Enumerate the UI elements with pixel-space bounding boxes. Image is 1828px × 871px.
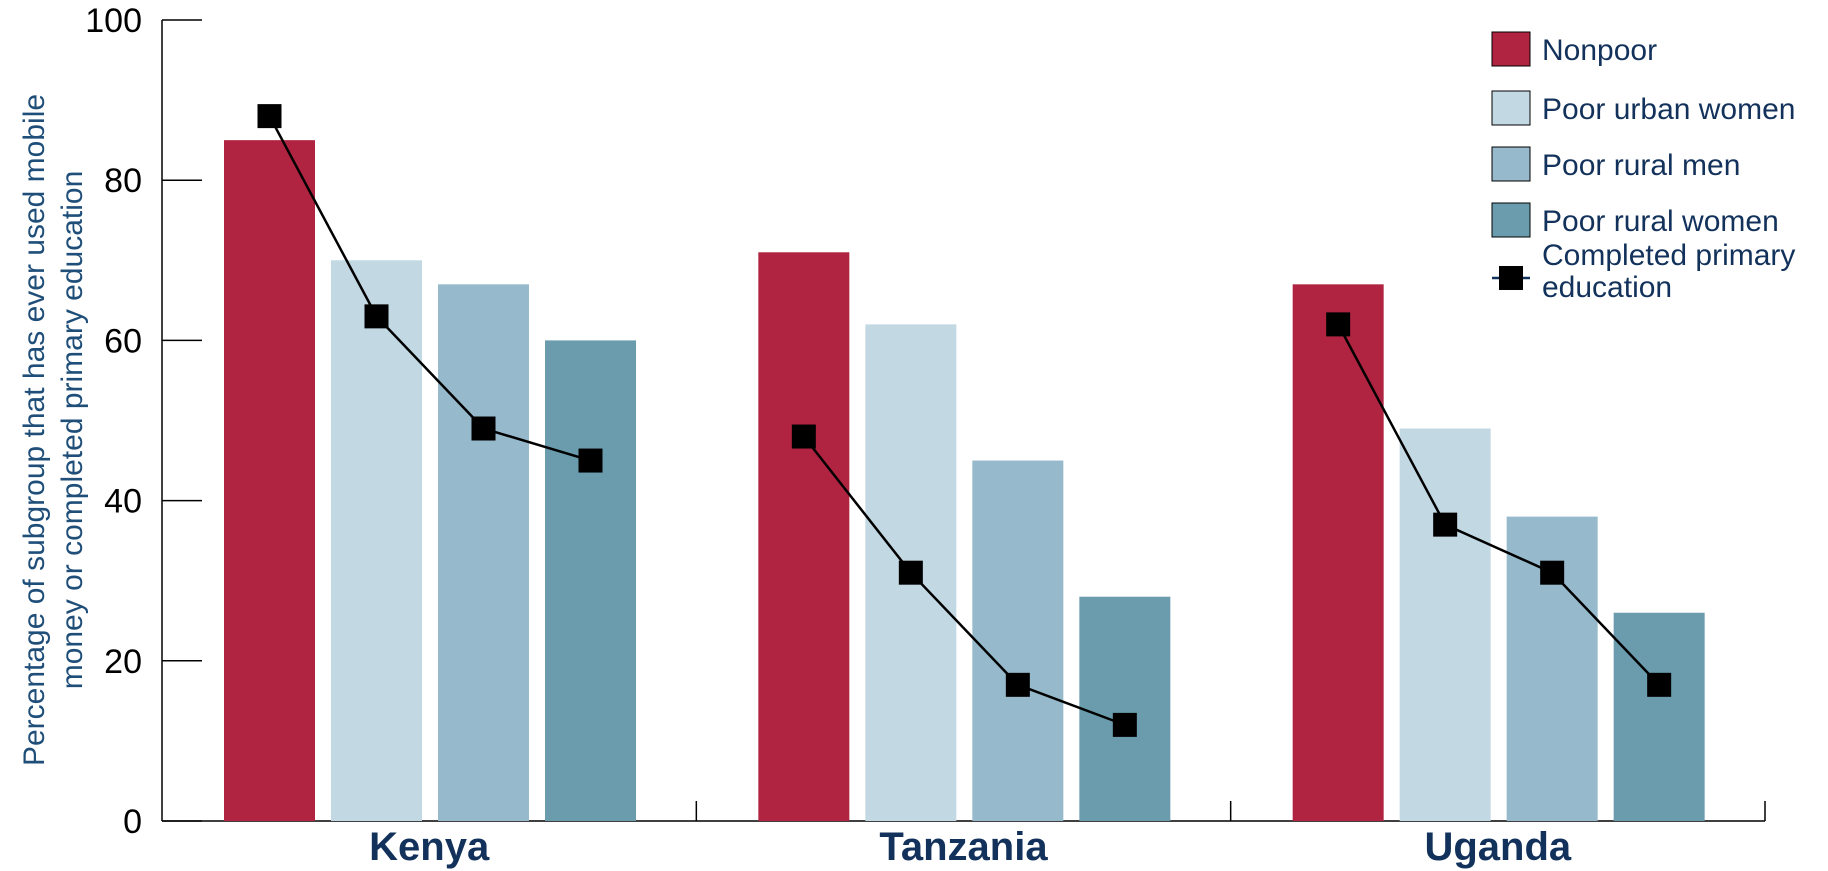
line-marker — [364, 304, 389, 329]
bar — [972, 460, 1064, 821]
line-marker — [1647, 672, 1672, 697]
y-tick-label: 60 — [104, 322, 142, 360]
line-marker — [257, 104, 282, 129]
legend-swatch — [1491, 146, 1531, 182]
line-marker — [1326, 312, 1351, 337]
y-tick-label: 0 — [123, 803, 142, 841]
bar — [438, 284, 529, 822]
y-axis-title-line: money or completed primary education — [56, 171, 89, 690]
line-marker — [578, 448, 603, 473]
y-axis-title-line: Percentage of subgroup that has ever use… — [18, 94, 51, 766]
bar — [545, 340, 636, 821]
legend-label: Poor urban women — [1542, 93, 1795, 126]
bar — [758, 252, 850, 822]
category-label: Uganda — [1424, 825, 1571, 869]
legend-swatch — [1491, 202, 1531, 238]
bar — [1292, 284, 1384, 822]
axes: 0 20 40 60 80 100 Percentage of subgroup that … — [18, 2, 1766, 869]
bar — [331, 260, 422, 821]
y-tick-label: 100 — [85, 2, 142, 40]
legend-swatch — [1491, 31, 1531, 67]
line-marker — [1005, 672, 1030, 697]
legend-label: Poor rural men — [1542, 149, 1740, 182]
primary-education-lines — [257, 104, 1672, 737]
legend-label: Nonpoor — [1542, 34, 1657, 67]
line-marker — [1112, 712, 1137, 737]
legend: Nonpoor Poor urban women Poor rural men Poo… — [1491, 31, 1795, 304]
legend-swatch — [1491, 90, 1531, 126]
line-marker — [471, 416, 496, 441]
category-label: Tanzania — [879, 825, 1048, 869]
line-marker — [898, 560, 923, 585]
bars — [224, 140, 1705, 822]
line-series-segment — [1337, 323, 1661, 686]
bar — [1399, 428, 1491, 821]
bar — [1079, 596, 1171, 821]
y-tick-label: 20 — [104, 643, 142, 681]
bar — [224, 140, 315, 821]
y-tick-label: 80 — [104, 162, 142, 200]
bar — [1613, 612, 1705, 821]
legend-label: Poor rural women — [1542, 205, 1779, 238]
line-marker — [1540, 560, 1565, 585]
line-marker — [791, 424, 816, 449]
category-label: Kenya — [369, 825, 490, 869]
legend-marker-swatch — [1499, 266, 1523, 290]
line-marker — [1433, 512, 1458, 537]
legend-line-label: education — [1542, 271, 1672, 304]
legend-line-label: Completed primary — [1542, 239, 1795, 272]
y-tick-label: 40 — [104, 483, 142, 521]
line-series-segment — [802, 435, 1126, 727]
line-series-segment — [268, 115, 591, 462]
